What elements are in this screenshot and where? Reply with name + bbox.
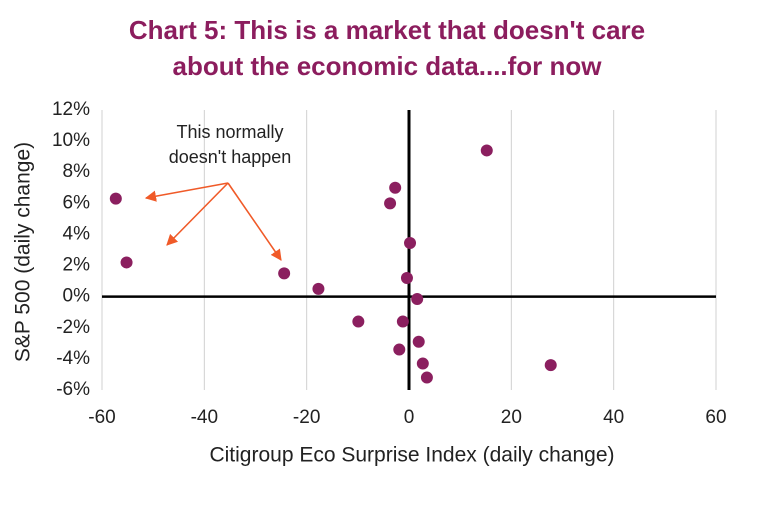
point [404,237,417,249]
point [480,144,493,157]
x-tick-label: -60 [88,407,115,428]
y-tick-label: 10% [52,130,90,151]
y-tick-label: 6% [63,192,91,213]
point [400,272,413,284]
y-tick-label: 12% [52,99,90,120]
y-tick-label: 4% [63,223,91,244]
plot: -60 -40 -20 0 20 40 60 -6% -4% -2% 0% 2% 4% 6% 8% 10% 12… [52,99,727,428]
y-tick-label: -6% [56,379,90,400]
arrow [144,182,229,202]
annotation-arrows [144,182,282,261]
point [278,267,291,280]
arrow [166,182,229,246]
x-tick-label: 60 [705,407,726,428]
y-tick-label: 0% [63,286,91,307]
x-axis-title: Citigroup Eco Surprise Index (daily chan… [209,444,614,467]
point [393,343,406,356]
point [389,181,402,194]
annotation: doesn't happen [169,147,292,167]
y-tick-label: 8% [63,161,91,182]
arrow [227,182,282,261]
y-tick-label: -2% [56,317,90,338]
point [420,371,433,384]
point [396,315,409,328]
x-tick-label: 20 [501,407,522,428]
point [384,197,397,210]
y-tick-label: 2% [63,255,91,276]
point [411,293,424,305]
point [120,256,133,269]
point [544,359,557,372]
chart-title: Chart 5: This is a market that doesn't c… [129,15,645,45]
point [412,335,425,348]
point [416,357,429,370]
annotation: This normally [176,122,283,142]
point [312,282,325,295]
point [109,192,122,205]
x-tick-label: 0 [404,407,415,428]
x-tick-label: -20 [293,407,320,428]
x-tick-label: -40 [191,407,218,428]
y-axis-title: S&P 500 (daily change) [12,142,35,362]
chart-title: about the economic data....for now [172,51,602,81]
x-tick-label: 40 [603,407,624,428]
y-tick-label: -4% [56,348,90,369]
point [352,315,365,328]
